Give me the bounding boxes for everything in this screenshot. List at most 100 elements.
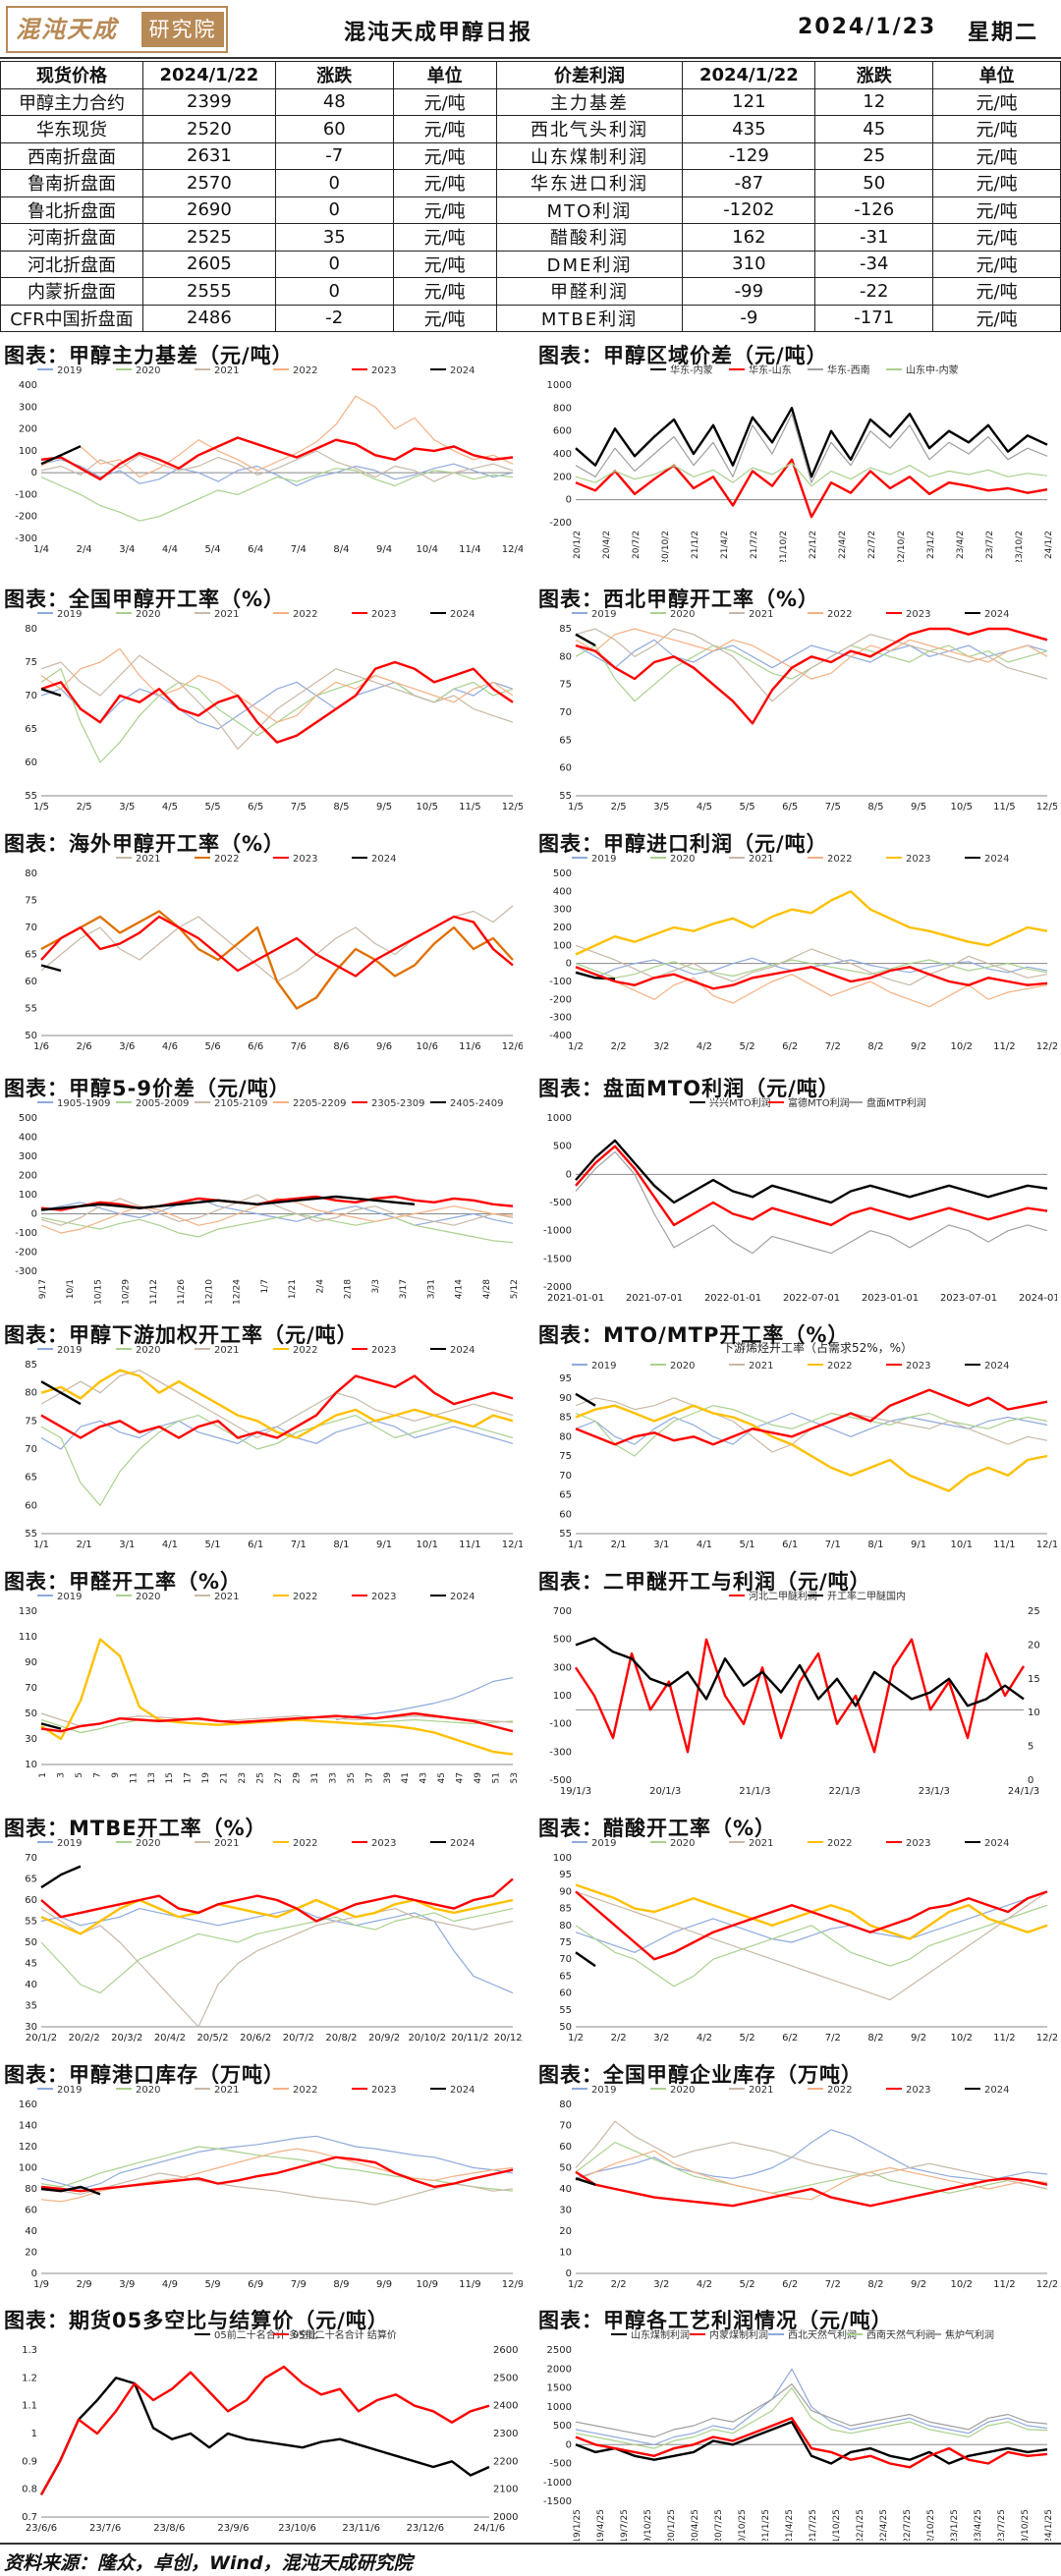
series-line — [575, 2150, 1048, 2201]
legend-label: 2021 — [214, 1592, 239, 1602]
report-date: 2024/1/23 — [798, 15, 937, 39]
legend-label: 2020 — [136, 2085, 160, 2096]
series-line — [575, 627, 1048, 725]
x-tick-label: 12/2 — [1036, 2033, 1057, 2044]
x-tick-label: 8/2 — [867, 1041, 883, 1052]
table-cell: 2605 — [141, 250, 276, 278]
y-tick-label: 65 — [559, 735, 572, 746]
y-tick-label: 30 — [559, 2206, 572, 2216]
y-tick-label: 70 — [25, 923, 37, 933]
chart-svg-c3: 2019 2020 2021 2022 2023 2024 55 60 65 70 75 80 1/5 2… — [25, 609, 523, 812]
y-tick-label: 30 — [25, 2022, 37, 2033]
y-tick-label: 300 — [553, 1662, 572, 1673]
table-cell: 2024/1/22 — [141, 61, 276, 89]
chart-svg-c16: 2019 2020 2021 2022 2023 2024 0 10 20 30 40 50 60 70 8… — [559, 2085, 1057, 2290]
legend-label: 2022 — [827, 1361, 852, 1372]
x-tick-label: 7 — [92, 1772, 102, 1778]
y-tick-label: 1.3 — [22, 2345, 37, 2356]
x-tick-label: 23 — [238, 1772, 248, 1783]
x-tick-label: 3/2 — [653, 1041, 669, 1052]
x-tick-label: 20/10/25 — [738, 2509, 748, 2541]
series-line — [575, 2142, 1048, 2194]
series-line — [575, 1637, 1025, 1708]
chart-svg-c6: 2019 2020 2021 2022 2023 2024 -400 -300 -200 -100… — [549, 854, 1057, 1052]
table-cell: 鲁北折盘面 — [0, 196, 143, 224]
table-cell: -7 — [274, 141, 394, 170]
y-tick-label: 100 — [553, 1691, 572, 1702]
x-tick-label: 1/7 — [260, 1279, 270, 1293]
y-tick-label: 100 — [19, 1190, 37, 1201]
y-tick-label: 80 — [559, 1431, 572, 1442]
x-tick-label: 10/9 — [416, 2279, 437, 2290]
y-tick-label: 60 — [559, 2142, 572, 2153]
x-tick-label: 9/6 — [376, 1041, 392, 1052]
y-tick-label: -300 — [15, 533, 37, 544]
legend-label: 2021 — [749, 854, 773, 865]
table-cell: -31 — [814, 223, 934, 252]
x-tick-label: 2/1 — [77, 1540, 92, 1550]
legend-label: 2024 — [984, 854, 1009, 865]
y-tick-label: 70 — [25, 1853, 37, 1864]
y-tick-label: 500 — [553, 1142, 572, 1152]
y-tick-label: 65 — [25, 724, 37, 735]
y-tick-label: 80 — [25, 624, 37, 635]
legend-label: 2023 — [293, 854, 317, 865]
x-tick-label: 11/5 — [993, 802, 1015, 812]
x-tick-label: 3/2 — [653, 2033, 669, 2044]
table-cell: 45 — [814, 115, 934, 143]
x-tick-label: 5/1 — [204, 1540, 220, 1550]
chart-svg-c15: 2019 2020 2021 2022 2023 2024 0 20 40 60 80 100 120 1… — [19, 2085, 523, 2290]
y-tick-label: -1000 — [543, 1226, 572, 1237]
y-tick-label: 70 — [25, 1683, 37, 1694]
y-tick-label: 1000 — [547, 2402, 572, 2413]
y2-tick-label: 10 — [1028, 1708, 1040, 1718]
chart-title-c14: 图表：醋酸开工率（%） — [538, 1817, 777, 1840]
x-tick-label: 7/5 — [825, 802, 841, 812]
chart-title-c15: 图表：甲醇港口库存（万吨） — [4, 2063, 285, 2087]
table-cell: 元/吨 — [392, 250, 497, 278]
y-tick-label: 1000 — [547, 1113, 572, 1124]
x-tick-label: 7/6 — [291, 1041, 307, 1052]
table-cell: 48 — [274, 87, 394, 116]
table-cell: 162 — [682, 223, 816, 252]
x-tick-label: 8/5 — [333, 802, 349, 812]
y-tick-label: 75 — [559, 1451, 572, 1462]
x-tick-label: 4/2 — [697, 1041, 712, 1052]
x-tick-label: 20/7/25 — [714, 2509, 724, 2541]
table-cell: 元/吨 — [392, 196, 497, 224]
y-tick-label: 60 — [559, 763, 572, 774]
series-line — [40, 436, 514, 480]
x-tick-label: 21/1/25 — [761, 2509, 771, 2541]
x-tick-label: 22/1/25 — [856, 2509, 866, 2541]
x-tick-label: 24/1/2 — [1044, 531, 1054, 559]
y-tick-label: 1 — [31, 2429, 37, 2439]
footer-divider — [0, 2543, 1061, 2545]
x-tick-label: 20/6/2 — [240, 2033, 271, 2044]
x-tick-label: 10/2 — [950, 1041, 972, 1052]
y-tick-label: 55 — [559, 2005, 572, 2016]
chart-c18: 山东煤制利润 内蒙煤制利润 西北天然气利润 西南天然气利润 焦炉气利润 -1500 -100… — [538, 2324, 1057, 2541]
series-line — [575, 2129, 1048, 2181]
series-line — [40, 1638, 514, 1756]
y2-tick-label: 2300 — [493, 2429, 518, 2439]
x-tick-label: 35 — [347, 1772, 357, 1783]
x-tick-label: 5/2 — [739, 2279, 754, 2290]
legend-label: 西南天然气利润 — [866, 2328, 935, 2341]
legend-label: 2020 — [670, 2085, 695, 2096]
legend-label: 2021 — [749, 609, 773, 620]
y-tick-label: 60 — [559, 1988, 572, 1999]
y-tick-label: 60 — [25, 1895, 37, 1906]
table-row: 鲁北折盘面 2690 0 元/吨 MTO利润 -1202 -126 元/吨 — [0, 196, 1061, 224]
legend-label: 2022 — [293, 1838, 317, 1849]
y-tick-label: 0.9 — [22, 2456, 37, 2467]
legend-label: 05前二十名合计 多空比 — [214, 2328, 318, 2341]
x-tick-label: 2022-01-01 — [704, 1293, 761, 1304]
y-tick-label: 10 — [25, 1760, 37, 1770]
x-tick-label: 2/6 — [77, 1041, 92, 1052]
table-row: CFR中国折盘面 2486 -2 元/吨 MTBE利润 -9 -171 元/吨 — [0, 304, 1061, 332]
y-tick-label: 40 — [25, 1980, 37, 1990]
legend-label: 2019 — [57, 1838, 82, 1849]
table-cell: 元/吨 — [932, 169, 1061, 197]
x-tick-label: 9/1 — [376, 1540, 392, 1550]
table-cell: 甲醛利润 — [495, 277, 684, 306]
